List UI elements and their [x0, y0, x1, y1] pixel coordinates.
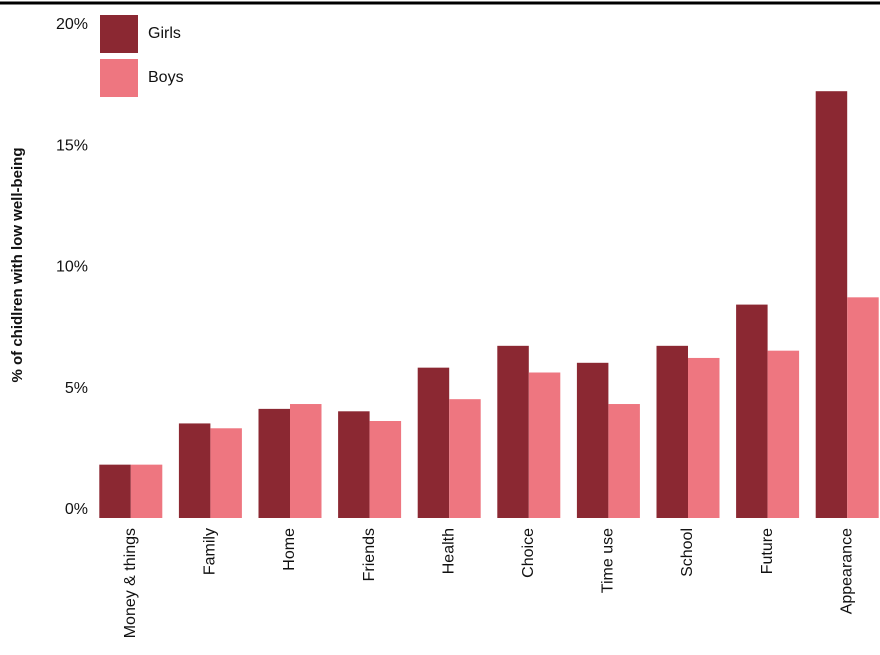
legend-label: Girls [148, 25, 181, 42]
bar [258, 408, 290, 518]
bar [608, 404, 640, 518]
legend-label: Boys [148, 69, 184, 86]
x-tick-label: Home [281, 528, 298, 571]
x-tick-label: Appearance [838, 528, 855, 614]
x-tick-label: Family [202, 528, 219, 575]
bar [497, 345, 529, 518]
bar [815, 91, 848, 518]
bar [417, 367, 450, 518]
x-tick-label: Future [759, 528, 776, 574]
bar [528, 372, 561, 518]
bar [656, 345, 688, 518]
x-tick-label: Friends [361, 528, 378, 581]
bar [210, 428, 242, 518]
bar [338, 411, 370, 518]
x-tick-label: Choice [520, 528, 537, 578]
bar [767, 350, 800, 518]
x-tick-label: Health [440, 528, 457, 574]
y-tick-label: 20% [56, 16, 88, 33]
y-axis-label: % of chidlren with low well-being [9, 147, 26, 382]
bar [130, 464, 163, 518]
bar [178, 423, 211, 518]
bar [99, 464, 131, 518]
legend-swatch [100, 59, 138, 97]
y-tick-label: 0% [65, 501, 88, 518]
bar [290, 404, 322, 518]
legend-swatch [100, 15, 138, 53]
bar [847, 297, 879, 518]
y-tick-label: 5% [65, 380, 88, 397]
x-tick-label: Money & things [122, 528, 139, 638]
bar [576, 362, 609, 518]
bar [449, 399, 481, 518]
x-tick-label: School [679, 528, 696, 577]
bar [369, 421, 402, 518]
x-tick-label: Time use [600, 528, 617, 593]
y-tick-label: 15% [56, 137, 88, 154]
bar [736, 304, 768, 518]
bar [688, 357, 720, 518]
y-tick-label: 10% [56, 259, 88, 276]
